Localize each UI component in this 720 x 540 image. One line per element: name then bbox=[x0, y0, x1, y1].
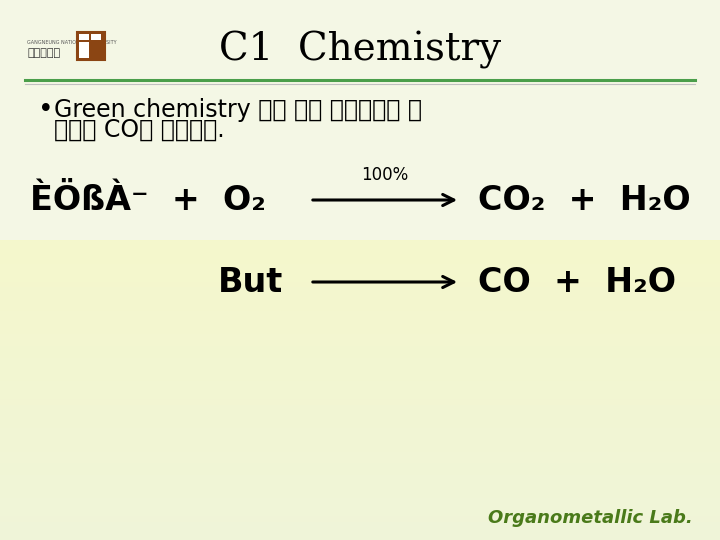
Text: 100%: 100% bbox=[361, 166, 409, 184]
FancyBboxPatch shape bbox=[79, 34, 89, 40]
Text: 강릉대학교: 강릉대학교 bbox=[27, 48, 60, 58]
Text: •: • bbox=[38, 97, 53, 123]
Text: ÈÖßÀ⁻  +  O₂: ÈÖßÀ⁻ + O₂ bbox=[30, 184, 266, 217]
FancyBboxPatch shape bbox=[91, 34, 101, 40]
FancyBboxPatch shape bbox=[77, 32, 105, 60]
Text: Organometallic Lab.: Organometallic Lab. bbox=[488, 509, 693, 527]
Text: C1  Chemistry: C1 Chemistry bbox=[219, 31, 501, 69]
Text: Green chemistry 라고 하며 공해물질로 생: Green chemistry 라고 하며 공해물질로 생 bbox=[54, 98, 422, 122]
Text: CO₂  +  H₂O: CO₂ + H₂O bbox=[478, 184, 690, 217]
FancyBboxPatch shape bbox=[79, 42, 89, 58]
Text: GANGNEUNG NATIONAL UNIVERSITY: GANGNEUNG NATIONAL UNIVERSITY bbox=[27, 40, 117, 45]
Text: But: But bbox=[218, 266, 283, 299]
Text: 각되는 CO를 제거한다.: 각되는 CO를 제거한다. bbox=[54, 118, 225, 142]
Text: CO  +  H₂O: CO + H₂O bbox=[478, 266, 676, 299]
